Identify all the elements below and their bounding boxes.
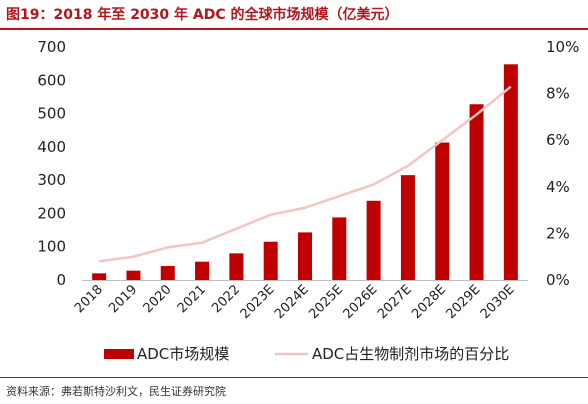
x-tick-label: 2018 bbox=[72, 282, 106, 316]
chart-title: 图19：2018 年至 2030 年 ADC 的全球市场规模（亿美元） bbox=[6, 7, 399, 23]
left-tick-label: 500 bbox=[37, 105, 66, 123]
left-tick-label: 200 bbox=[37, 204, 66, 222]
source-note: 资料来源：弗若斯特沙利文，民生证券研究院 bbox=[6, 385, 226, 398]
bar-2027E bbox=[400, 175, 415, 280]
left-tick-label: 100 bbox=[37, 238, 66, 256]
left-tick-label: 0 bbox=[56, 271, 66, 289]
right-tick-label: 2% bbox=[546, 224, 570, 242]
bar-2022 bbox=[229, 253, 244, 280]
x-axis-labels: 2018 2019 2020 2021 20222023E2024E2025E2026E… bbox=[72, 282, 518, 322]
left-axis-ticks: 0 100 200 300 400 500 600 700 bbox=[37, 38, 66, 289]
x-tick-label: 2026E bbox=[341, 282, 381, 322]
legend-bar-swatch bbox=[104, 349, 134, 359]
bar-2026E bbox=[366, 200, 381, 280]
x-tick-label: 2029E bbox=[444, 282, 484, 322]
bar-2029E bbox=[469, 104, 484, 280]
legend-line-label: ADC占生物制剂市场的百分比 bbox=[312, 345, 509, 363]
right-axis-ticks: 0% 2% 4% 6% 8% 10% bbox=[546, 38, 579, 289]
left-tick-label: 300 bbox=[37, 171, 66, 189]
percentage-line bbox=[98, 85, 512, 263]
right-tick-label: 6% bbox=[546, 131, 570, 149]
x-tick-label: 2028E bbox=[409, 282, 449, 322]
right-tick-label: 8% bbox=[546, 85, 570, 103]
bar-2030E bbox=[503, 64, 518, 281]
x-tick-label: 2027E bbox=[375, 282, 415, 322]
footer-divider bbox=[0, 377, 588, 378]
bar-2024E bbox=[298, 232, 312, 280]
right-tick-label: 4% bbox=[546, 178, 570, 196]
bar-2018 bbox=[92, 273, 107, 280]
legend: ADC市场规模 ADC占生物制剂市场的百分比 bbox=[104, 345, 509, 363]
bar-2023E bbox=[263, 241, 278, 280]
x-tick-label: 2025E bbox=[306, 282, 346, 322]
x-tick-label: 2023E bbox=[238, 282, 278, 322]
x-tick-label: 2030E bbox=[478, 282, 518, 322]
bar-2020 bbox=[160, 266, 175, 280]
x-tick-label: 2024E bbox=[272, 282, 312, 322]
left-tick-label: 400 bbox=[37, 138, 66, 156]
right-tick-label: 0% bbox=[546, 271, 570, 289]
right-tick-label: 10% bbox=[546, 38, 579, 56]
bar-2021 bbox=[195, 261, 210, 280]
bar-2019 bbox=[126, 270, 141, 280]
x-tick-label: 2019 bbox=[106, 282, 140, 316]
bar-series bbox=[92, 64, 518, 281]
legend-bar-label: ADC市场规模 bbox=[137, 345, 229, 363]
x-tick-label: 2021 bbox=[175, 282, 209, 316]
left-tick-label: 700 bbox=[37, 38, 66, 56]
bar-2025E bbox=[332, 217, 347, 280]
left-tick-label: 600 bbox=[37, 71, 66, 89]
x-tick-label: 2020 bbox=[141, 282, 175, 316]
title-divider bbox=[0, 28, 588, 30]
bar-2028E bbox=[435, 142, 450, 280]
